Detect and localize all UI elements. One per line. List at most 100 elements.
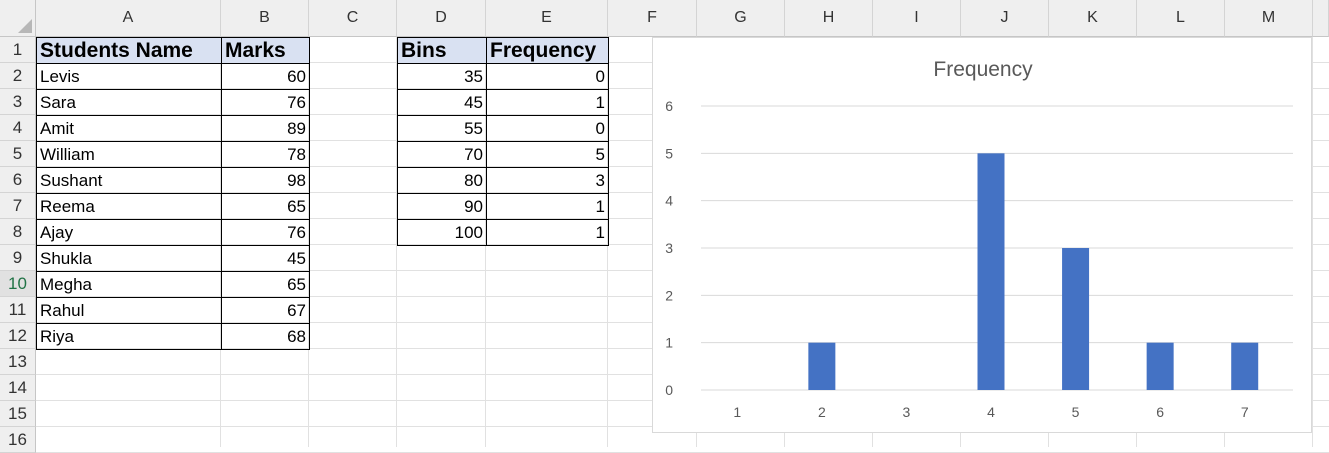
y-tick-label: 6 [665,98,673,114]
frequency-cell[interactable]: 1 [486,193,609,220]
row-header-6[interactable]: 6 [0,167,36,193]
header-marks[interactable]: Marks [221,37,310,64]
student-name-cell[interactable]: William [36,141,222,168]
student-name-cell[interactable]: Sara [36,89,222,116]
student-name-cell[interactable]: Rahul [36,297,222,324]
student-marks-cell[interactable]: 76 [221,219,310,246]
column-header-i[interactable]: I [873,0,961,37]
row-header-9[interactable]: 9 [0,245,36,271]
frequency-cell[interactable]: 1 [486,89,609,116]
frequency-cell[interactable]: 5 [486,141,609,168]
gridline-vertical [485,37,486,447]
student-name-cell[interactable]: Shukla [36,245,222,272]
x-tick-label: 5 [1072,404,1080,420]
column-header-h[interactable]: H [785,0,873,37]
column-header-filler [1313,0,1329,37]
x-tick-label: 6 [1156,404,1164,420]
x-tick-label: 4 [987,404,995,420]
student-name-cell[interactable]: Sushant [36,167,222,194]
row-header-11[interactable]: 11 [0,297,36,323]
header-bins[interactable]: Bins [397,37,487,64]
bin-cell[interactable]: 80 [397,167,487,194]
gridline-vertical [396,37,397,447]
student-marks-cell[interactable]: 67 [221,297,310,324]
bar-7[interactable] [1231,342,1259,390]
student-name-cell[interactable]: Megha [36,271,222,298]
frequency-cell[interactable]: 0 [486,63,609,90]
column-header-g[interactable]: G [697,0,785,37]
bars [808,153,1259,390]
column-header-f[interactable]: F [608,0,697,37]
column-header-b[interactable]: B [221,0,309,37]
y-tick-label: 3 [665,240,673,256]
bar-5[interactable] [1062,248,1090,390]
row-header-14[interactable]: 14 [0,375,36,401]
frequency-cell[interactable]: 1 [486,219,609,246]
column-header-c[interactable]: C [309,0,397,37]
column-header-l[interactable]: L [1137,0,1225,37]
student-name-cell[interactable]: Amit [36,115,222,142]
column-header-m[interactable]: M [1225,0,1313,37]
student-name-cell[interactable]: Levis [36,63,222,90]
frequency-chart[interactable]: Frequency 0 1 2 3 4 5 6 1 2 3 4 5 6 7 [652,37,1312,433]
bin-cell[interactable]: 45 [397,89,487,116]
column-header-k[interactable]: K [1049,0,1137,37]
bar-6[interactable] [1146,342,1174,390]
bin-cell[interactable]: 70 [397,141,487,168]
column-header-a[interactable]: A [36,0,221,37]
row-header-5[interactable]: 5 [0,141,36,167]
row-header-12[interactable]: 12 [0,323,36,349]
header-frequency[interactable]: Frequency [486,37,609,64]
frequency-cell[interactable]: 3 [486,167,609,194]
student-name-cell[interactable]: Reema [36,193,222,220]
gridline-vertical [308,37,309,447]
student-marks-cell[interactable]: 65 [221,271,310,298]
select-all-icon [18,19,32,33]
select-all-corner[interactable] [0,0,36,37]
student-marks-cell[interactable]: 78 [221,141,310,168]
row-header-10[interactable]: 10 [0,271,36,297]
x-tick-label: 7 [1241,404,1249,420]
row-header-13[interactable]: 13 [0,349,36,375]
row-header-15[interactable]: 15 [0,401,36,427]
student-marks-cell[interactable]: 60 [221,63,310,90]
row-header-1[interactable]: 1 [0,37,36,63]
student-name-cell[interactable]: Ajay [36,219,222,246]
student-marks-cell[interactable]: 45 [221,245,310,272]
row-header-4[interactable]: 4 [0,115,36,141]
y-tick-label: 5 [665,145,673,161]
header-students-name[interactable]: Students Name [36,37,222,64]
student-marks-cell[interactable]: 98 [221,167,310,194]
bin-cell[interactable]: 100 [397,219,487,246]
student-marks-cell[interactable]: 65 [221,193,310,220]
column-header-j[interactable]: J [961,0,1049,37]
student-marks-cell[interactable]: 76 [221,89,310,116]
gridline-vertical [1312,37,1313,447]
bin-cell[interactable]: 90 [397,193,487,220]
y-tick-label: 1 [665,335,673,351]
bar-2[interactable] [808,342,836,390]
bin-cell[interactable]: 55 [397,115,487,142]
frequency-cell[interactable]: 0 [486,115,609,142]
row-header-7[interactable]: 7 [0,193,36,219]
chart-title: Frequency [933,58,1033,81]
column-header-e[interactable]: E [486,0,608,37]
row-header-2[interactable]: 2 [0,63,36,89]
chart-svg: Frequency 0 1 2 3 4 5 6 1 2 3 4 5 6 7 [665,58,1293,420]
x-tick-labels: 1 2 3 4 5 6 7 [733,404,1248,420]
row-header-8[interactable]: 8 [0,219,36,245]
x-tick-label: 2 [818,404,826,420]
row-header-16[interactable]: 16 [0,427,36,453]
bin-cell[interactable]: 35 [397,63,487,90]
x-tick-label: 3 [903,404,911,420]
bar-4[interactable] [977,153,1005,390]
row-header-3[interactable]: 3 [0,89,36,115]
student-name-cell[interactable]: Riya [36,323,222,350]
student-marks-cell[interactable]: 68 [221,323,310,350]
column-header-d[interactable]: D [397,0,486,37]
gridline-vertical [220,37,221,447]
y-tick-label: 4 [665,193,673,209]
x-tick-label: 1 [733,404,741,420]
student-marks-cell[interactable]: 89 [221,115,310,142]
